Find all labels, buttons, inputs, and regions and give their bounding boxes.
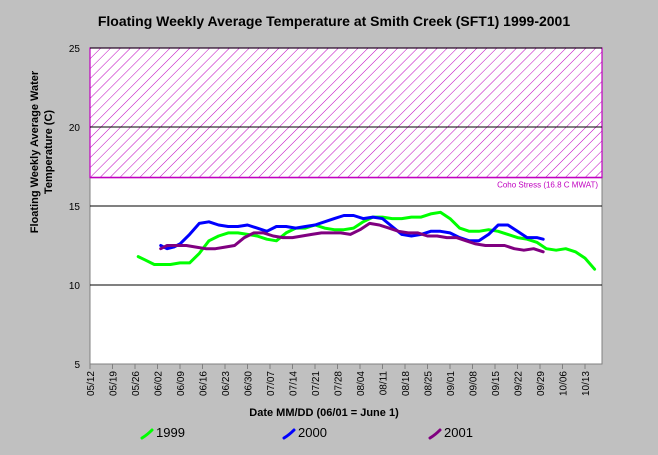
x-tick-label: 09/22 xyxy=(514,371,525,396)
x-tick-label: 09/29 xyxy=(536,371,547,396)
series-line-1999 xyxy=(136,210,597,271)
x-tick-label: 06/02 xyxy=(154,371,165,396)
x-tick-label: 07/21 xyxy=(311,371,322,396)
y-axis-label: Floating Weekly Average Water Temperature… xyxy=(29,70,55,233)
x-tick-label: 06/09 xyxy=(176,371,187,396)
legend-label-2001: 2001 xyxy=(444,425,473,440)
legend-label-2000: 2000 xyxy=(298,425,327,440)
series-line-2000 xyxy=(159,214,545,251)
x-tick-label: 07/14 xyxy=(289,371,300,396)
x-tick-label: 06/16 xyxy=(199,371,210,396)
legend-swatch-2001 xyxy=(428,428,442,440)
x-tick-label: 09/08 xyxy=(469,371,480,396)
legend-label-1999: 1999 xyxy=(156,425,185,440)
coho-stress-label: Coho Stress (16.8 C MWAT) xyxy=(497,181,598,190)
x-tick-label: 08/18 xyxy=(401,371,412,396)
y-tick-label: 25 xyxy=(69,44,81,55)
x-tick-label: 10/13 xyxy=(581,371,592,396)
x-tick-label: 07/28 xyxy=(334,371,345,396)
x-tick-label: 08/11 xyxy=(379,371,390,396)
y-tick-label: 10 xyxy=(69,281,81,292)
chart-title: Floating Weekly Average Temperature at S… xyxy=(98,13,571,29)
y-tick-label: 5 xyxy=(74,360,80,371)
x-tick-label: 10/06 xyxy=(559,371,570,396)
x-tick-label: 09/15 xyxy=(491,371,502,396)
x-tick-label: 06/23 xyxy=(221,371,232,396)
legend-swatch-2000 xyxy=(282,428,296,440)
coho-stress-zone xyxy=(89,47,603,179)
y-tick-label: 15 xyxy=(69,202,81,213)
legend-swatch-1999 xyxy=(140,428,154,440)
x-tick-label: 09/01 xyxy=(446,371,457,396)
y-tick-label: 20 xyxy=(69,123,81,134)
x-axis-label: Date MM/DD (06/01 = June 1) xyxy=(249,407,399,419)
x-tick-label: 07/07 xyxy=(266,371,277,396)
x-tick-label: 08/04 xyxy=(356,371,367,396)
x-tick-label: 05/19 xyxy=(109,371,120,396)
series-line-2001 xyxy=(159,221,545,254)
x-tick-label: 06/30 xyxy=(244,371,255,396)
x-tick-label: 08/25 xyxy=(424,371,435,396)
x-tick-label: 05/12 xyxy=(86,371,97,396)
x-tick-label: 05/26 xyxy=(131,371,142,396)
